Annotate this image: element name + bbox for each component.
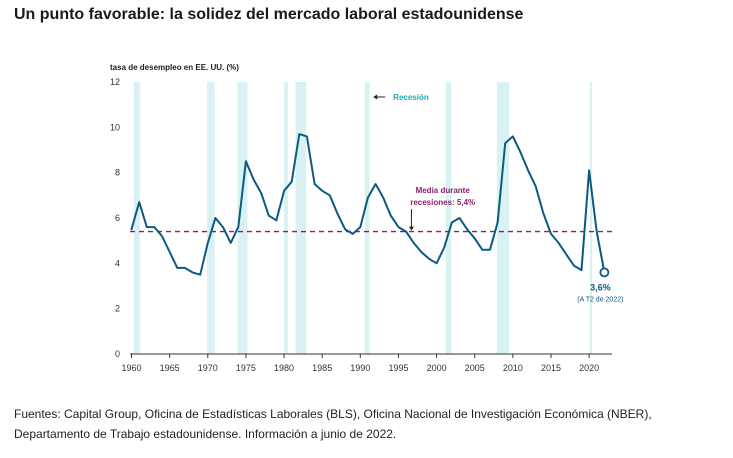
- x-tick-label-1990: 1990: [350, 363, 370, 373]
- recession-band-3: [284, 82, 288, 354]
- recession-band-7: [496, 82, 510, 354]
- x-tick-label-1970: 1970: [198, 363, 218, 373]
- chart-container: tasa de desempleo en EE. UU. (%) 0 2 4 6 8 10 1…: [100, 58, 630, 388]
- recession-band-8: [589, 82, 593, 354]
- recession-band-5: [364, 82, 370, 354]
- unemployment-series-line: [130, 133, 606, 276]
- x-tick-label-1975: 1975: [236, 363, 256, 373]
- chart-title: Un punto favorable: la solidez del merca…: [14, 6, 524, 23]
- series-group: [130, 133, 610, 278]
- unemployment-chart: tasa de desempleo en EE. UU. (%) 0 2 4 6 8 10 1…: [110, 63, 623, 373]
- x-tick-label-2010: 2010: [503, 363, 523, 373]
- end-date-label: (A T2 de 2022): [577, 296, 623, 303]
- recession-band-4: [295, 82, 307, 354]
- x-tick-label-1965: 1965: [160, 363, 180, 373]
- recession-arrow-head: [373, 94, 378, 100]
- y-tick-label-0: 0: [115, 349, 120, 359]
- recession-label: Recesión: [393, 93, 429, 102]
- y-tick-label-4: 4: [115, 258, 120, 268]
- x-tick-label-2000: 2000: [427, 363, 447, 373]
- x-tick-label-2005: 2005: [465, 363, 485, 373]
- recession-band-6: [445, 82, 452, 354]
- mean-label-line1: Media durante: [416, 186, 471, 195]
- recession-band-1: [207, 82, 215, 354]
- y-tick-label-6: 6: [115, 213, 120, 223]
- annotations: 3,6% (A T2 de 2022) Recesión Media durante r…: [373, 93, 623, 303]
- sources-footer: Fuentes: Capital Group, Oficina de Estad…: [14, 404, 729, 444]
- x-tick-label-1995: 1995: [388, 363, 408, 373]
- sources-label: Fuentes:: [14, 407, 61, 421]
- sources-text: Capital Group, Oficina de Estadísticas L…: [14, 407, 652, 441]
- recession-band-0: [133, 82, 140, 354]
- x-tick-label-2015: 2015: [541, 363, 561, 373]
- y-axis-label: tasa de desempleo en EE. UU. (%): [110, 63, 239, 72]
- x-tick-label-1980: 1980: [274, 363, 294, 373]
- axes: tasa de desempleo en EE. UU. (%) 0 2 4 6 8 10 1…: [110, 63, 612, 373]
- recession-bands: [133, 82, 593, 354]
- x-tick-label-2020: 2020: [579, 363, 599, 373]
- y-tick-label-12: 12: [110, 77, 120, 87]
- mean-arrow-head: [408, 226, 414, 231]
- y-tick-label-10: 10: [110, 122, 120, 132]
- x-tick-label-1985: 1985: [312, 363, 332, 373]
- y-tick-label-8: 8: [115, 168, 120, 178]
- y-tick-label-2: 2: [115, 304, 120, 314]
- mean-label-line2: recesiones: 5,4%: [410, 198, 475, 207]
- end-value-label: 3,6%: [590, 282, 611, 292]
- x-tick-label-1960: 1960: [122, 363, 142, 373]
- recession-band-2: [237, 82, 248, 354]
- end-point-marker: [599, 267, 610, 278]
